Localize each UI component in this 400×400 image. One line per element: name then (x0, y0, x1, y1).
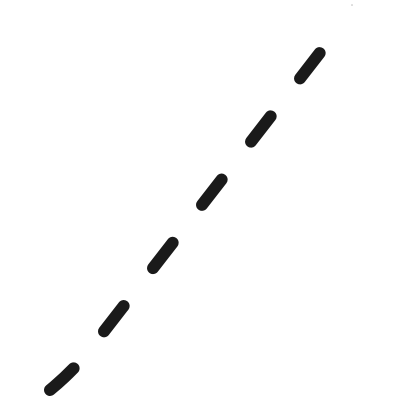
dashed-line (44, 26, 342, 396)
speck (351, 4, 353, 6)
